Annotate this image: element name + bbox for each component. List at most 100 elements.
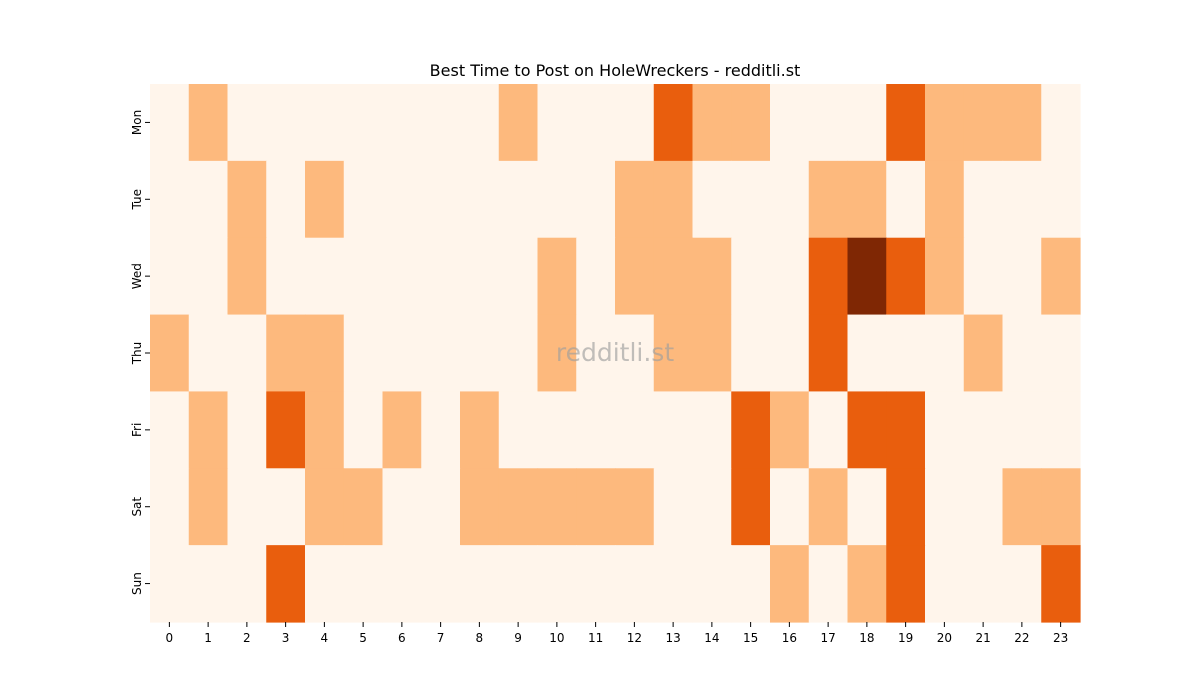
heatmap-cell-mon-6	[382, 84, 422, 162]
x-tick-label-14: 14	[704, 631, 719, 645]
heatmap-cell-thu-9	[498, 314, 539, 393]
heatmap-cell-thu-6	[382, 314, 422, 393]
x-tick-label-10: 10	[549, 631, 564, 645]
heatmap-cell-fri-18	[847, 391, 887, 469]
heatmap-cell-mon-10	[537, 84, 577, 162]
watermark-text: redditli.st	[556, 338, 674, 367]
heatmap-cell-sun-3	[266, 545, 306, 623]
heatmap-cell-sun-20	[925, 545, 965, 623]
heatmap-cell-wed-14	[692, 237, 732, 316]
heatmap-cell-fri-17	[808, 391, 849, 469]
y-axis: Mon Tue Wed Thu Fri Sat Sun	[130, 110, 150, 595]
heatmap-cell-wed-2	[227, 237, 267, 316]
heatmap-cell-thu-15	[731, 314, 771, 393]
heatmap-cell-tue-9	[498, 160, 539, 239]
heatmap-cell-sat-7	[421, 468, 461, 546]
heatmap-cell-fri-7	[421, 391, 461, 469]
heatmap-cell-wed-11	[576, 237, 616, 316]
heatmap-cell-sat-11	[576, 468, 616, 546]
heatmap-cell-sun-0	[150, 545, 190, 623]
heatmap-cell-mon-14	[692, 84, 732, 162]
heatmap-cell-tue-4	[305, 160, 345, 239]
chart-title: Best Time to Post on HoleWreckers - redd…	[430, 61, 801, 80]
x-tick-label-4: 4	[321, 631, 329, 645]
heatmap-cell-fri-10	[537, 391, 577, 469]
x-tick-label-2: 2	[243, 631, 251, 645]
heatmap-cell-sat-15	[731, 468, 771, 546]
heatmap-cell-wed-0	[150, 237, 190, 316]
heatmap-cell-wed-7	[421, 237, 461, 316]
heatmap-cell-tue-3	[266, 160, 306, 239]
x-tick-label-1: 1	[204, 631, 212, 645]
x-tick-label-6: 6	[398, 631, 406, 645]
heatmap-cell-tue-23	[1041, 160, 1081, 239]
heatmap-cell-sat-13	[653, 468, 694, 546]
heatmap-cell-sun-6	[382, 545, 422, 623]
heatmap-cell-thu-5	[343, 314, 384, 393]
heatmap-cell-fri-8	[460, 391, 500, 469]
heatmap-cell-thu-22	[1002, 314, 1042, 393]
heatmap-cell-mon-20	[925, 84, 965, 162]
heatmap-cell-fri-11	[576, 391, 616, 469]
heatmap-cell-thu-14	[692, 314, 732, 393]
heatmap-cell-tue-15	[731, 160, 771, 239]
heatmap-cell-sun-23	[1041, 545, 1081, 623]
heatmap-cell-wed-13	[653, 237, 694, 316]
heatmap-cell-fri-5	[343, 391, 384, 469]
heatmap-cell-sun-5	[343, 545, 384, 623]
x-tick-label-16: 16	[782, 631, 797, 645]
heatmap-cell-fri-2	[227, 391, 267, 469]
heatmap-cell-tue-14	[692, 160, 732, 239]
heatmap-cell-fri-0	[150, 391, 190, 469]
heatmap-cell-mon-13	[653, 84, 694, 162]
heatmap-cell-mon-5	[343, 84, 384, 162]
heatmap-cell-sat-0	[150, 468, 190, 546]
heatmap-cell-tue-2	[227, 160, 267, 239]
heatmap-cell-tue-22	[1002, 160, 1042, 239]
heatmap-cell-wed-4	[305, 237, 345, 316]
heatmap-cell-sat-23	[1041, 468, 1081, 546]
heatmap-cell-sun-7	[421, 545, 461, 623]
y-tick-label-sun: Sun	[130, 572, 144, 595]
heatmap-cell-wed-22	[1002, 237, 1042, 316]
heatmap-cell-sat-19	[886, 468, 926, 546]
heatmap-cell-sat-10	[537, 468, 577, 546]
heatmap-cell-thu-10	[537, 314, 577, 393]
heatmap-cell-mon-12	[615, 84, 655, 162]
heatmap-cell-mon-4	[305, 84, 345, 162]
heatmap-cell-thu-4	[305, 314, 345, 393]
heatmap-cell-thu-21	[963, 314, 1004, 393]
heatmap-cell-wed-1	[188, 237, 229, 316]
heatmap-cell-thu-1	[188, 314, 229, 393]
x-tick-label-22: 22	[1014, 631, 1029, 645]
heatmap-cell-fri-22	[1002, 391, 1042, 469]
heatmap-cell-tue-1	[188, 160, 229, 239]
heatmap-cell-wed-9	[498, 237, 539, 316]
heatmap-cell-sat-3	[266, 468, 306, 546]
y-tick-label-fri: Fri	[130, 423, 144, 437]
heatmap-cell-fri-23	[1041, 391, 1081, 469]
heatmap-cell-sat-16	[770, 468, 810, 546]
heatmap-cell-tue-18	[847, 160, 887, 239]
heatmap-cell-sun-11	[576, 545, 616, 623]
heatmap-cell-mon-3	[266, 84, 306, 162]
heatmap-cell-fri-20	[925, 391, 965, 469]
heatmap-cell-mon-19	[886, 84, 926, 162]
heatmap-cell-wed-19	[886, 237, 926, 316]
heatmap-cell-tue-16	[770, 160, 810, 239]
y-tick-label-wed: Wed	[130, 263, 144, 289]
heatmap-cell-wed-23	[1041, 237, 1081, 316]
x-tick-label-20: 20	[937, 631, 952, 645]
heatmap-cell-sat-1	[188, 468, 229, 546]
x-tick-label-17: 17	[820, 631, 835, 645]
heatmap-cell-sat-17	[808, 468, 849, 546]
heatmap-cells	[150, 84, 1081, 623]
heatmap-cell-sun-8	[460, 545, 500, 623]
heatmap-cell-wed-17	[808, 237, 849, 316]
heatmap-cell-mon-21	[963, 84, 1004, 162]
y-tick-label-tue: Tue	[130, 189, 144, 211]
heatmap-cell-wed-3	[266, 237, 306, 316]
x-tick-label-13: 13	[665, 631, 680, 645]
heatmap-cell-sat-18	[847, 468, 887, 546]
